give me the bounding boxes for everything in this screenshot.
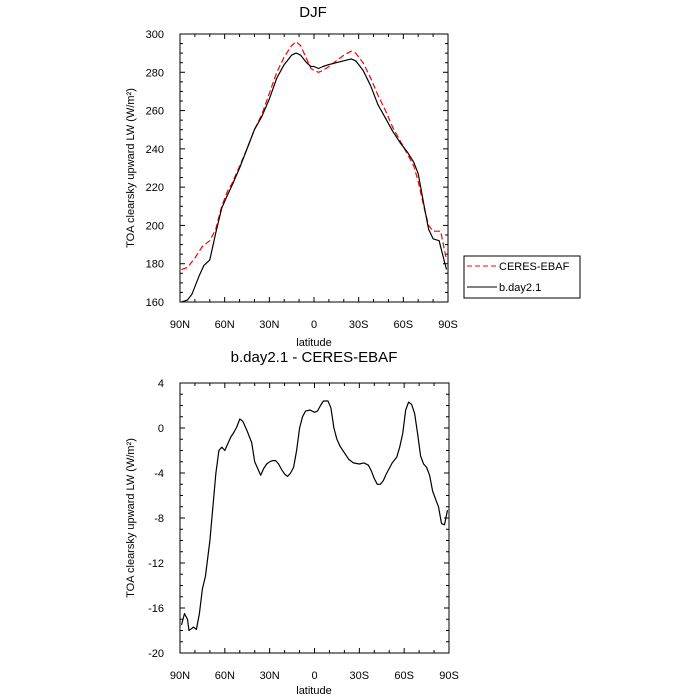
x-tick-label: 90N xyxy=(170,319,190,331)
panel-bottom-xlabel: latitude xyxy=(296,685,331,697)
bottom-series-line-0 xyxy=(180,400,449,632)
panel-top-title: DJF xyxy=(299,4,327,21)
panel-bottom: b.day2.1 - CERES-EBAF 90N 60N 30N 0 30S 60S 90… xyxy=(125,349,459,697)
x-tick-label: 30S xyxy=(349,319,369,331)
y-tick-label: 0 xyxy=(158,423,164,435)
top-series-line-0 xyxy=(181,41,448,271)
x-tick-label: 90N xyxy=(170,670,190,682)
legend: CERES-EBAF b.day2.1 xyxy=(463,255,581,299)
x-tick-label: 60S xyxy=(394,319,414,331)
x-tick-label: 0 xyxy=(311,670,317,682)
panel-top-ylabel: TOA clearsky upward LW (W/m²) xyxy=(125,88,137,248)
legend-label-ceres: CERES-EBAF xyxy=(499,261,570,273)
x-tick-label: 60N xyxy=(215,319,235,331)
y-tick-label: -12 xyxy=(148,558,164,570)
y-tick-label: -8 xyxy=(154,513,164,525)
x-tick-label: 60N xyxy=(215,670,235,682)
panel-top: DJF 90N 60N 30N 0 30S 60S 90S 160 180 200 220 240 26… xyxy=(125,4,581,349)
y-tick-label: 220 xyxy=(146,182,164,194)
y-tick-label: 200 xyxy=(146,220,164,232)
y-tick-label: 180 xyxy=(146,259,164,271)
y-tick-label: 240 xyxy=(146,144,164,156)
y-tick-label: 300 xyxy=(146,29,164,41)
panel-bottom-title: b.day2.1 - CERES-EBAF xyxy=(231,349,398,366)
y-tick-label: -16 xyxy=(148,603,164,615)
legend-box xyxy=(463,255,581,299)
panel-bottom-ylabel: TOA clearsky upward LW (W/m²) xyxy=(125,438,137,598)
y-tick-label: 160 xyxy=(146,297,164,309)
panel-top-frame xyxy=(179,33,449,303)
x-tick-label: 30N xyxy=(260,670,280,682)
panel-top-xlabel: latitude xyxy=(296,337,331,349)
x-tick-label: 90S xyxy=(439,670,459,682)
panel-bottom-frame xyxy=(179,382,450,654)
x-tick-label: 0 xyxy=(311,319,317,331)
x-tick-label: 30N xyxy=(259,319,279,331)
y-tick-label: -20 xyxy=(148,648,164,660)
y-tick-label: 4 xyxy=(158,378,164,390)
y-tick-label: -4 xyxy=(154,468,164,480)
y-tick-label: 280 xyxy=(146,67,164,79)
legend-label-model: b.day2.1 xyxy=(499,282,541,294)
x-tick-label: 90S xyxy=(438,319,458,331)
x-tick-label: 60S xyxy=(394,670,414,682)
y-tick-label: 260 xyxy=(146,106,164,118)
top-series-line-1 xyxy=(181,52,448,303)
x-tick-label: 30S xyxy=(350,670,370,682)
